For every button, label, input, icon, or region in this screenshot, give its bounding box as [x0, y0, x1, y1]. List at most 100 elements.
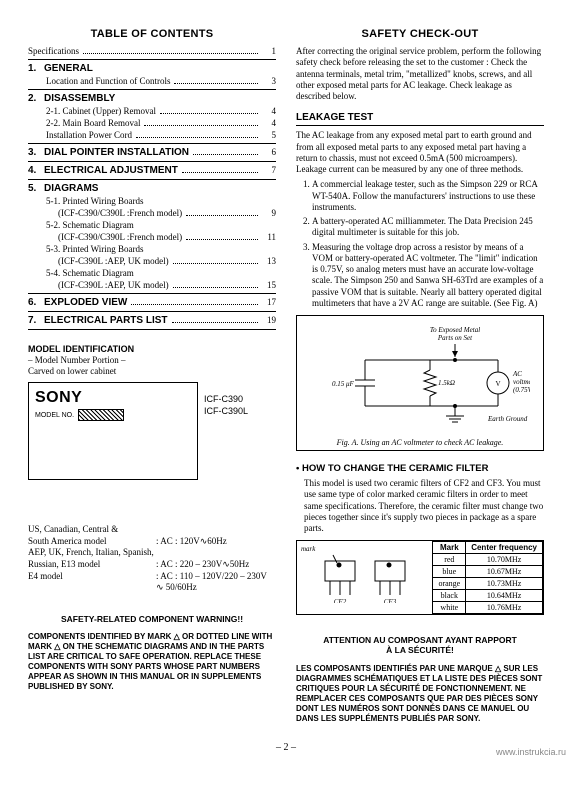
svg-text:0.15 μF: 0.15 μF — [332, 380, 355, 388]
toc-page: 5 — [262, 130, 276, 140]
toc-sub-label: 5-1. Printed Wiring Boards — [28, 196, 143, 206]
table-header: Mark — [433, 542, 466, 554]
region-left: AEP, UK, French, Italian, Spanish, — [28, 547, 156, 559]
toc-sub-label: 2-2. Main Board Removal — [28, 118, 140, 128]
model-variants: ICF-C390 ICF-C390L — [204, 394, 248, 417]
model-variant: ICF-C390L — [204, 406, 248, 418]
fr-heading-l2: À LA SÉCURITÉ! — [296, 645, 544, 655]
ceramic-filter-box: mark CF2 — [296, 540, 544, 615]
leakage-list: A commercial leakage tester, such as the… — [296, 179, 544, 309]
divider — [28, 311, 276, 312]
table-cell: orange — [433, 578, 466, 590]
divider — [28, 329, 276, 330]
divider — [28, 293, 276, 294]
table-cell: 10.76MHz — [466, 602, 543, 614]
divider — [28, 161, 276, 162]
toc-sub-line: Location and Function of Controls3 — [28, 76, 276, 86]
region-left: E4 model — [28, 571, 156, 583]
toc-heading: TABLE OF CONTENTS — [28, 28, 276, 40]
toc-section-line: 4.ELECTRICAL ADJUSTMENT7 — [28, 165, 276, 176]
leader — [131, 304, 258, 305]
toc-sub-label: 5-3. Printed Wiring Boards — [28, 244, 143, 254]
leader — [173, 263, 258, 264]
region-row: US, Canadian, Central & — [28, 524, 276, 536]
svg-text:(0.75V): (0.75V) — [513, 386, 530, 394]
region-row: South America model: AC : 120V∿60Hz — [28, 536, 276, 548]
toc-num: 2. — [28, 93, 44, 104]
toc-sub-line: (ICF-C390/C390L :French model)11 — [28, 232, 276, 242]
divider — [28, 179, 276, 180]
svg-text:AC: AC — [512, 370, 522, 378]
toc-sub-label: Location and Function of Controls — [28, 76, 170, 86]
leakage-heading: LEAKAGE TEST — [296, 112, 544, 126]
table-row: white10.76MHz — [433, 602, 543, 614]
toc-sub-line: (ICF-C390/C390L :French model)9 — [28, 208, 276, 218]
table-row: orange10.73MHz — [433, 578, 543, 590]
table-cell: red — [433, 554, 466, 566]
region-row: AEP, UK, French, Italian, Spanish, — [28, 547, 276, 559]
left-column: TABLE OF CONTENTS Specifications 1 1.GEN… — [28, 24, 276, 724]
toc-page: 17 — [262, 297, 276, 307]
toc-sub-line: 5-4. Schematic Diagram — [28, 268, 276, 278]
toc-title: DISASSEMBLY — [44, 93, 115, 104]
region-row: E4 model: AC : 110 – 120V/220 – 230V — [28, 571, 276, 583]
toc-section-line: 5.DIAGRAMS — [28, 183, 276, 194]
model-no-row: MODEL NO. — [35, 409, 191, 421]
brand-logo: SONY — [35, 389, 191, 407]
toc-num: 3. — [28, 147, 44, 158]
fr-safety-body: LES COMPOSANTS IDENTIFIÉS PAR UNE MARQUE… — [296, 664, 544, 724]
toc-sub-label: 2-1. Cabinet (Upper) Removal — [28, 106, 156, 116]
toc-page: 7 — [262, 165, 276, 175]
toc-sub-label: 5-2. Schematic Diagram — [28, 220, 134, 230]
model-id-sub1: – Model Number Portion – — [28, 355, 276, 365]
toc-sub-sublabel: (ICF-C390L :AEP, UK model) — [28, 256, 169, 266]
toc-page: 11 — [262, 232, 276, 242]
toc-spec-line: Specifications 1 — [28, 46, 276, 56]
page-number: – 2 – — [28, 742, 544, 753]
svg-text:CF2: CF2 — [333, 598, 346, 603]
svg-text:voltmeter: voltmeter — [513, 378, 530, 386]
region-left: South America model — [28, 536, 156, 548]
region-left: Russian, E13 model — [28, 559, 156, 571]
toc-sub-line: Installation Power Cord5 — [28, 130, 276, 140]
ceramic-filter-diagram: mark CF2 — [297, 541, 432, 614]
region-right: : AC : 120V∿60Hz — [156, 536, 227, 548]
table-cell: blue — [433, 566, 466, 578]
safety-warning-heading: SAFETY-RELATED COMPONENT WARNING!! — [28, 614, 276, 624]
toc-section-line: 1.GENERAL — [28, 63, 276, 74]
toc-spec-page: 1 — [262, 46, 276, 56]
hatched-field — [78, 409, 124, 421]
toc-num: 7. — [28, 315, 44, 326]
toc-sub-label: 5-4. Schematic Diagram — [28, 268, 134, 278]
table-cell: white — [433, 602, 466, 614]
divider — [28, 59, 276, 60]
model-box: SONY MODEL NO. — [28, 382, 198, 480]
ceramic-filter-heading: • HOW TO CHANGE THE CERAMIC FILTER — [296, 463, 544, 474]
region-left — [28, 582, 156, 594]
toc-num: 1. — [28, 63, 44, 74]
leader — [193, 154, 258, 155]
toc-page: 15 — [262, 280, 276, 290]
toc-title: EXPLODED VIEW — [44, 297, 127, 308]
ceramic-filter-table: MarkCenter frequencyred10.70MHzblue10.67… — [432, 541, 543, 614]
leader — [186, 239, 258, 240]
toc-page: 9 — [262, 208, 276, 218]
fr-safety-heading: ATTENTION AU COMPOSANT AYANT RAPPORT À L… — [296, 635, 544, 655]
model-box-wrap: SONY MODEL NO. ICF-C390 ICF-C390L — [28, 382, 276, 480]
table-row: red10.70MHz — [433, 554, 543, 566]
svg-text:To Exposed Metal: To Exposed Metal — [430, 326, 480, 334]
toc-body: 1.GENERAL Location and Function of Contro… — [28, 63, 276, 330]
leakage-intro: The AC leakage from any exposed metal pa… — [296, 130, 544, 175]
svg-text:Earth Ground: Earth Ground — [487, 415, 528, 423]
region-right: ∿ 50/60Hz — [156, 582, 197, 594]
leader — [83, 53, 258, 54]
toc-title: ELECTRICAL PARTS LIST — [44, 315, 168, 326]
leader — [186, 215, 258, 216]
safety-warning-body: COMPONENTS IDENTIFIED BY MARK △ OR DOTTE… — [28, 632, 276, 692]
leakage-list-item: A battery-operated AC milliammeter. The … — [312, 216, 544, 239]
toc-page: 19 — [262, 315, 276, 325]
table-cell: 10.70MHz — [466, 554, 543, 566]
toc-sub-line: 2-1. Cabinet (Upper) Removal4 — [28, 106, 276, 116]
toc-sub-line: 5-3. Printed Wiring Boards — [28, 244, 276, 254]
model-variant: ICF-C390 — [204, 394, 248, 406]
